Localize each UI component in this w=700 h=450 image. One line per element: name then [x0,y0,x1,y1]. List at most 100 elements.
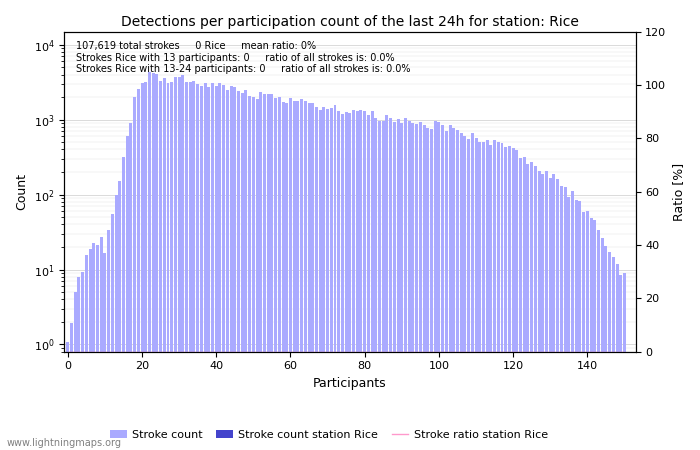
Bar [556,179,559,450]
Bar [352,109,355,450]
Bar [452,128,455,450]
Bar [307,103,311,450]
Bar [207,86,210,450]
Bar [538,171,540,450]
Bar [489,145,492,450]
Bar [567,197,570,450]
Bar [196,85,200,450]
Bar [248,96,251,450]
Bar [534,166,537,450]
Bar [397,119,400,450]
Bar [578,201,582,450]
Bar [463,136,466,450]
Bar [130,123,132,450]
Bar [323,107,326,450]
Bar [193,81,195,450]
Bar [89,249,92,450]
Bar [419,122,422,450]
Bar [615,264,619,450]
Bar [286,104,288,450]
Bar [189,82,192,450]
Bar [526,164,529,450]
Bar [293,101,295,450]
Bar [378,121,381,450]
Bar [81,272,84,450]
Bar [571,192,574,450]
Bar [222,85,225,450]
Bar [256,99,258,450]
Bar [337,111,340,450]
Bar [504,147,508,450]
Y-axis label: Ratio [%]: Ratio [%] [672,162,685,220]
Bar [174,77,177,450]
Bar [552,174,555,450]
Bar [500,144,503,450]
Bar [181,76,184,450]
Bar [441,125,444,450]
Bar [312,104,314,450]
Stroke ratio station Rice [335,349,343,355]
Bar [74,292,77,450]
Bar [586,212,589,450]
Bar [107,230,110,450]
Bar [415,124,418,450]
Bar [170,82,173,450]
Bar [623,273,626,450]
Bar [118,180,121,450]
Text: www.lightningmaps.org: www.lightningmaps.org [7,438,122,448]
Bar [226,90,229,450]
Stroke ratio station Rice [401,349,410,355]
Bar [70,323,73,450]
Bar [274,98,277,450]
Bar [270,94,274,450]
Bar [133,97,136,450]
Bar [204,83,206,450]
Bar [296,101,300,450]
Bar [144,82,147,450]
Bar [407,122,411,450]
Bar [601,238,603,450]
Bar [512,148,514,450]
Bar [152,73,155,450]
Title: Detections per participation count of the last 24h for station: Rice: Detections per participation count of th… [121,15,579,29]
Bar [304,101,307,450]
Bar [612,256,615,450]
Bar [423,125,426,450]
Bar [478,142,481,450]
Bar [560,185,563,450]
Bar [215,86,218,450]
Bar [430,129,433,450]
Bar [549,178,552,450]
Bar [163,78,166,450]
Bar [259,92,262,450]
Y-axis label: Count: Count [15,173,28,210]
Bar [126,136,129,450]
Stroke ratio station Rice [416,349,425,355]
Bar [404,118,407,450]
Bar [159,81,162,450]
Bar [326,109,329,450]
Bar [155,74,158,450]
Bar [486,140,489,450]
Bar [233,86,237,450]
Stroke ratio station Rice [454,349,462,355]
Bar [575,200,577,450]
Bar [523,158,526,450]
Bar [218,83,221,450]
Bar [426,128,429,450]
Bar [136,89,140,450]
Bar [471,133,474,450]
Bar [508,147,511,450]
Bar [341,114,344,450]
Bar [104,253,106,450]
Bar [185,82,188,450]
Bar [475,138,477,450]
Bar [515,150,518,450]
Bar [315,107,318,450]
Bar [467,140,470,450]
Bar [200,86,203,450]
Bar [241,93,244,450]
Bar [318,110,321,450]
Bar [115,195,118,450]
Bar [564,187,566,450]
